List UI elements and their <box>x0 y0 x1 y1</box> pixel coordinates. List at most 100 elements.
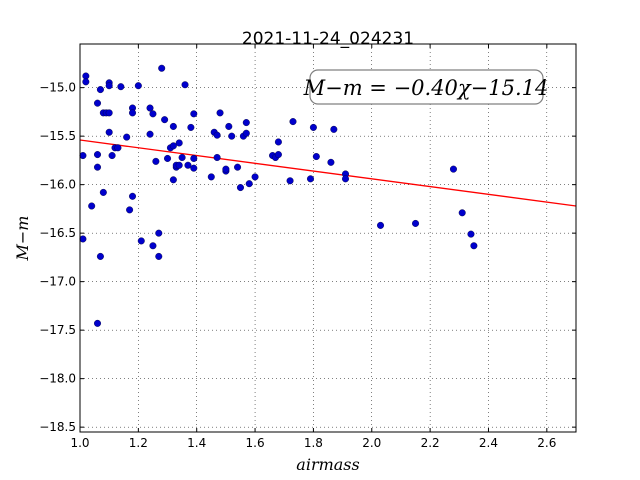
data-point <box>175 139 183 147</box>
data-point <box>187 123 195 131</box>
data-point <box>155 229 163 237</box>
data-point <box>146 130 154 138</box>
data-point <box>79 235 87 243</box>
x-tick-label: 2.6 <box>537 436 556 450</box>
y-tick-label: −16.0 <box>39 178 76 192</box>
data-point <box>274 138 282 146</box>
data-point <box>79 152 87 160</box>
data-point <box>458 209 466 217</box>
data-point <box>169 142 177 150</box>
data-point <box>152 157 160 165</box>
data-point <box>309 123 317 131</box>
data-point <box>175 161 183 169</box>
y-axis-ticks: −15.0 −15.5 −16.0 −16.5 −17.0 −17.5 −18.0 −18.5 <box>39 81 576 434</box>
fit-line <box>79 139 577 207</box>
data-point <box>96 86 104 94</box>
data-point <box>164 154 172 162</box>
x-tick-label: 2.0 <box>362 436 381 450</box>
data-point <box>412 219 420 227</box>
data-point <box>105 128 113 136</box>
data-point <box>181 81 189 89</box>
data-point <box>312 153 320 161</box>
x-tick-label: 1.2 <box>129 436 148 450</box>
data-point <box>105 109 113 117</box>
data-point <box>88 202 96 210</box>
data-point <box>96 252 104 260</box>
chart-title: 2021-11-24_024231 <box>242 29 414 49</box>
data-point <box>342 175 350 183</box>
data-point <box>225 122 233 130</box>
data-point <box>289 118 297 126</box>
data-point <box>99 188 107 196</box>
fit-layer <box>79 139 577 207</box>
data-point <box>242 129 250 137</box>
fit-annotation: M−m = −0.40χ−15.14 <box>303 69 549 105</box>
data-point <box>123 133 131 141</box>
annotation-box <box>309 69 544 105</box>
data-point <box>327 158 335 166</box>
data-point <box>306 175 314 183</box>
data-point <box>82 72 90 80</box>
data-point <box>245 180 253 188</box>
data-point <box>169 122 177 130</box>
data-point <box>94 163 102 171</box>
data-point <box>274 151 282 159</box>
data-point <box>114 144 122 152</box>
data-point <box>105 82 113 90</box>
data-point <box>82 78 90 86</box>
y-tick-label: −18.5 <box>39 420 76 434</box>
data-point <box>129 109 137 117</box>
data-point <box>149 242 157 250</box>
data-point <box>236 184 244 192</box>
y-tick-label: −15.0 <box>39 81 76 95</box>
data-point <box>155 252 163 260</box>
data-point <box>449 165 457 173</box>
data-point <box>178 153 186 161</box>
data-point <box>470 242 478 250</box>
data-point <box>213 131 221 139</box>
data-point <box>190 164 198 172</box>
data-point <box>207 173 215 181</box>
y-tick-label: −17.5 <box>39 323 76 337</box>
data-point <box>251 173 259 181</box>
data-point <box>94 151 102 159</box>
y-tick-label: −18.0 <box>39 372 76 386</box>
data-point <box>222 165 230 173</box>
data-point <box>242 119 250 127</box>
data-point <box>134 82 142 90</box>
data-point <box>216 109 224 117</box>
data-point <box>146 104 154 112</box>
x-axis-label: airmass <box>296 455 359 474</box>
x-tick-label: 2.2 <box>421 436 440 450</box>
annotation-text: M−m = −0.40χ−15.14 <box>303 76 549 100</box>
x-tick-label: 1.0 <box>70 436 89 450</box>
data-point <box>161 116 169 124</box>
y-tick-label: −17.0 <box>39 275 76 289</box>
data-point <box>184 161 192 169</box>
data-point <box>169 176 177 184</box>
y-tick-label: −15.5 <box>39 129 76 143</box>
data-point <box>234 163 242 171</box>
data-point <box>158 64 166 72</box>
data-point <box>190 110 198 118</box>
data-point <box>94 99 102 107</box>
data-point <box>149 110 157 118</box>
data-point <box>129 192 137 200</box>
data-point <box>190 154 198 162</box>
data-points <box>79 64 478 327</box>
data-point <box>137 237 145 245</box>
x-tick-label: 1.4 <box>187 436 206 450</box>
data-point <box>228 132 236 140</box>
x-tick-label: 2.4 <box>479 436 498 450</box>
data-point <box>467 230 475 238</box>
data-point <box>94 319 102 327</box>
data-point <box>330 125 338 133</box>
x-axis-ticks: 1.0 1.2 1.4 1.6 1.8 2.0 2.2 2.4 2.6 <box>70 44 556 450</box>
data-point <box>117 83 125 91</box>
plot-frame <box>79 43 577 433</box>
data-point <box>286 177 294 185</box>
x-tick-label: 1.6 <box>246 436 265 450</box>
data-point <box>108 152 116 160</box>
data-point <box>213 153 221 161</box>
